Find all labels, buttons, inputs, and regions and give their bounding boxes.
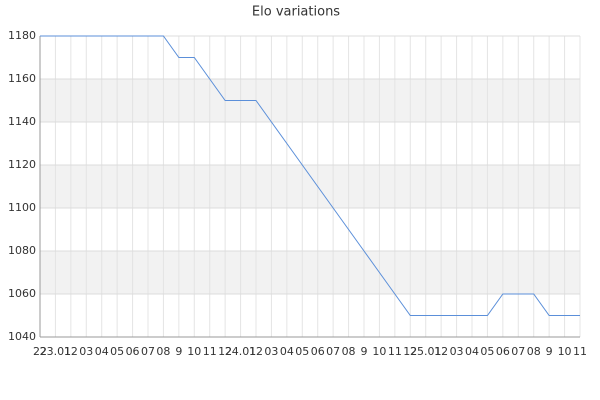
grid-band (40, 165, 580, 208)
x-tick-label: 9 (361, 345, 368, 358)
x-tick-label: 11 (388, 345, 402, 358)
x-tick-label: 24.01 (225, 345, 257, 358)
x-tick-label: 9 (546, 345, 553, 358)
x-tick-label: 12 (403, 345, 417, 358)
x-tick-label: 23.01 (40, 345, 72, 358)
x-tick-label: 05 (480, 345, 494, 358)
grid-band (40, 79, 580, 122)
x-tick-label: 22 (33, 345, 47, 358)
y-tick-label: 1140 (8, 115, 36, 128)
x-tick-label: 10 (558, 345, 572, 358)
x-tick-label: 10 (372, 345, 386, 358)
x-tick-label: 07 (141, 345, 155, 358)
x-tick-label: 08 (156, 345, 170, 358)
y-tick-label: 1180 (8, 29, 36, 42)
x-tick-label: 03 (79, 345, 93, 358)
x-tick-label: 12 (64, 345, 78, 358)
grid-band (40, 251, 580, 294)
x-tick-label: 9 (175, 345, 182, 358)
x-tick-label: 07 (511, 345, 525, 358)
x-tick-label: 04 (280, 345, 294, 358)
x-tick-label: 05 (110, 345, 124, 358)
x-tick-label: 08 (527, 345, 541, 358)
x-tick-label: 12 (249, 345, 263, 358)
chart-title: Elo variations (252, 5, 340, 20)
x-tick-label: 10 (187, 345, 201, 358)
x-tick-label: 03 (264, 345, 278, 358)
x-tick-label: 05 (295, 345, 309, 358)
x-tick-label: 12 (218, 345, 232, 358)
x-tick-label: 06 (126, 345, 140, 358)
x-tick-label: 04 (465, 345, 479, 358)
x-tick-label: 08 (342, 345, 356, 358)
line (40, 35, 580, 316)
y-tick-label: 1080 (8, 244, 36, 257)
y-tick-label: 1100 (8, 201, 36, 214)
y-tick-label: 1120 (8, 158, 36, 171)
x-tick-label: 06 (311, 345, 325, 358)
x-tick-label: 25.01 (410, 345, 442, 358)
y-tick-label: 1040 (8, 330, 36, 343)
x-tick-label: 07 (326, 345, 340, 358)
x-tick-label: 06 (496, 345, 510, 358)
x-tick-label: 11 (203, 345, 217, 358)
x-tick-label: 12 (434, 345, 448, 358)
x-tick-label: 04 (95, 345, 109, 358)
y-tick-label: 1060 (8, 287, 36, 300)
x-tick-label: 11 (573, 345, 587, 358)
x-tick-label: 03 (450, 345, 464, 358)
y-tick-label: 1160 (8, 72, 36, 85)
